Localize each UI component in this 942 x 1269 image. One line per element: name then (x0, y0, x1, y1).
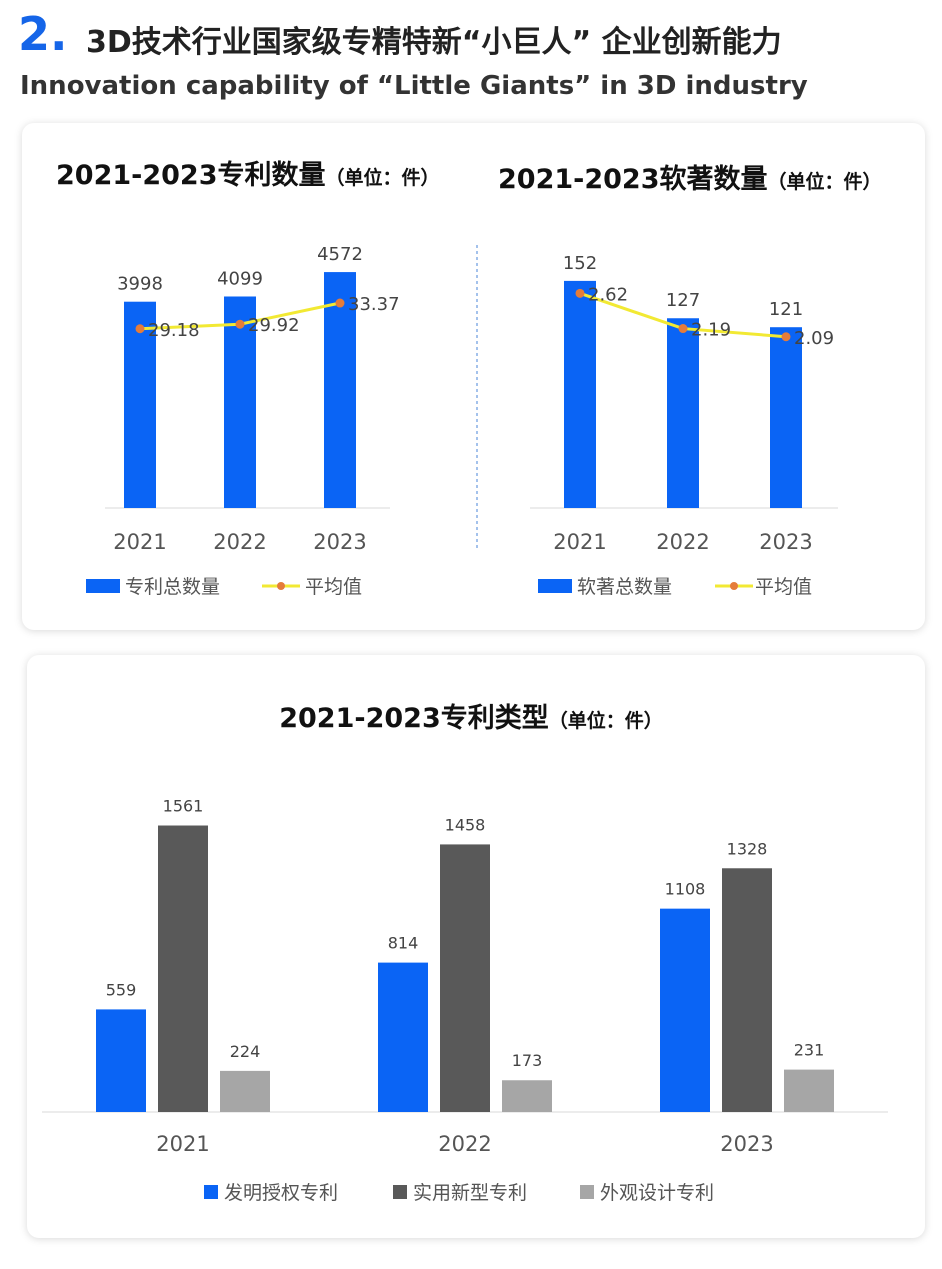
legend-label: 发明授权专利 (224, 1182, 338, 1204)
data-label: 152 (563, 253, 597, 274)
bar (722, 868, 772, 1112)
bar (220, 1070, 270, 1112)
legend-label: 平均值 (755, 576, 812, 598)
legend-label: 平均值 (305, 576, 362, 598)
data-label: 29.92 (248, 315, 300, 336)
x-tick-label: 2021 (156, 1132, 209, 1156)
data-label: 33.37 (348, 294, 400, 315)
bar (660, 908, 710, 1112)
bar (667, 318, 699, 508)
data-label: 814 (388, 934, 419, 953)
x-tick-label: 2022 (213, 530, 266, 554)
legend-swatch (538, 579, 572, 593)
data-label: 1561 (163, 797, 204, 816)
data-label: 3998 (117, 274, 163, 295)
data-label: 4572 (317, 244, 363, 265)
data-label: 121 (769, 299, 803, 320)
marker (575, 288, 585, 298)
marker (235, 319, 245, 329)
data-label: 1328 (727, 839, 768, 858)
bar (224, 296, 256, 508)
bar (502, 1080, 552, 1112)
chart-title-main: 2021-2023软著数量 (498, 164, 768, 195)
legend-label: 实用新型专利 (413, 1182, 527, 1204)
legend-swatch (204, 1185, 218, 1199)
chart-title-unit: （单位：件） (549, 709, 663, 732)
legend-swatch (393, 1185, 407, 1199)
data-label: 2.62 (588, 284, 628, 305)
chart-title-unit: （单位：件） (326, 166, 440, 189)
chart-title: 2021-2023专利类型（单位：件） (279, 703, 663, 734)
chart-title-unit: （单位：件） (768, 170, 882, 193)
legend-marker (730, 582, 738, 590)
section-number: 2. (18, 7, 67, 61)
chart-title: 2021-2023软著数量（单位：件） (498, 164, 882, 195)
chart-title-main: 2021-2023专利数量 (56, 160, 326, 191)
data-label: 559 (106, 980, 137, 999)
marker (781, 332, 791, 342)
data-label: 231 (794, 1041, 825, 1060)
bar (378, 962, 428, 1112)
x-tick-label: 2021 (553, 530, 606, 554)
x-tick-label: 2022 (438, 1132, 491, 1156)
data-label: 173 (512, 1051, 543, 1070)
data-label: 224 (230, 1042, 261, 1061)
legend-swatch (86, 579, 120, 593)
bar (770, 327, 802, 508)
data-label: 1458 (445, 815, 486, 834)
chart-title-main: 2021-2023专利类型 (279, 703, 549, 734)
data-label: 2.19 (691, 320, 731, 341)
x-tick-label: 2023 (720, 1132, 773, 1156)
data-label: 4099 (217, 268, 263, 289)
marker (135, 324, 145, 334)
bar (784, 1069, 834, 1112)
data-label: 29.18 (148, 320, 200, 341)
legend-label: 外观设计专利 (600, 1182, 714, 1204)
bar (564, 280, 596, 508)
data-label: 127 (666, 290, 700, 311)
legend-label: 软著总数量 (577, 576, 672, 598)
bar (440, 844, 490, 1112)
page-title: 3D技术行业国家级专精特新“小巨人” 企业创新能力 (86, 25, 782, 60)
data-label: 2.09 (794, 328, 834, 349)
x-tick-label: 2021 (113, 530, 166, 554)
bar (96, 1009, 146, 1112)
page-subtitle: Innovation capability of “Little Giants”… (20, 71, 808, 101)
marker (678, 324, 688, 334)
marker (335, 298, 345, 308)
x-tick-label: 2023 (313, 530, 366, 554)
bar (124, 301, 156, 508)
bar (158, 825, 208, 1112)
x-tick-label: 2023 (759, 530, 812, 554)
chart-title: 2021-2023专利数量（单位：件） (56, 160, 440, 191)
legend-label: 专利总数量 (125, 576, 220, 598)
legend-marker (277, 582, 285, 590)
bar (324, 272, 356, 508)
legend-swatch (580, 1185, 594, 1199)
x-tick-label: 2022 (656, 530, 709, 554)
data-label: 1108 (665, 880, 706, 899)
